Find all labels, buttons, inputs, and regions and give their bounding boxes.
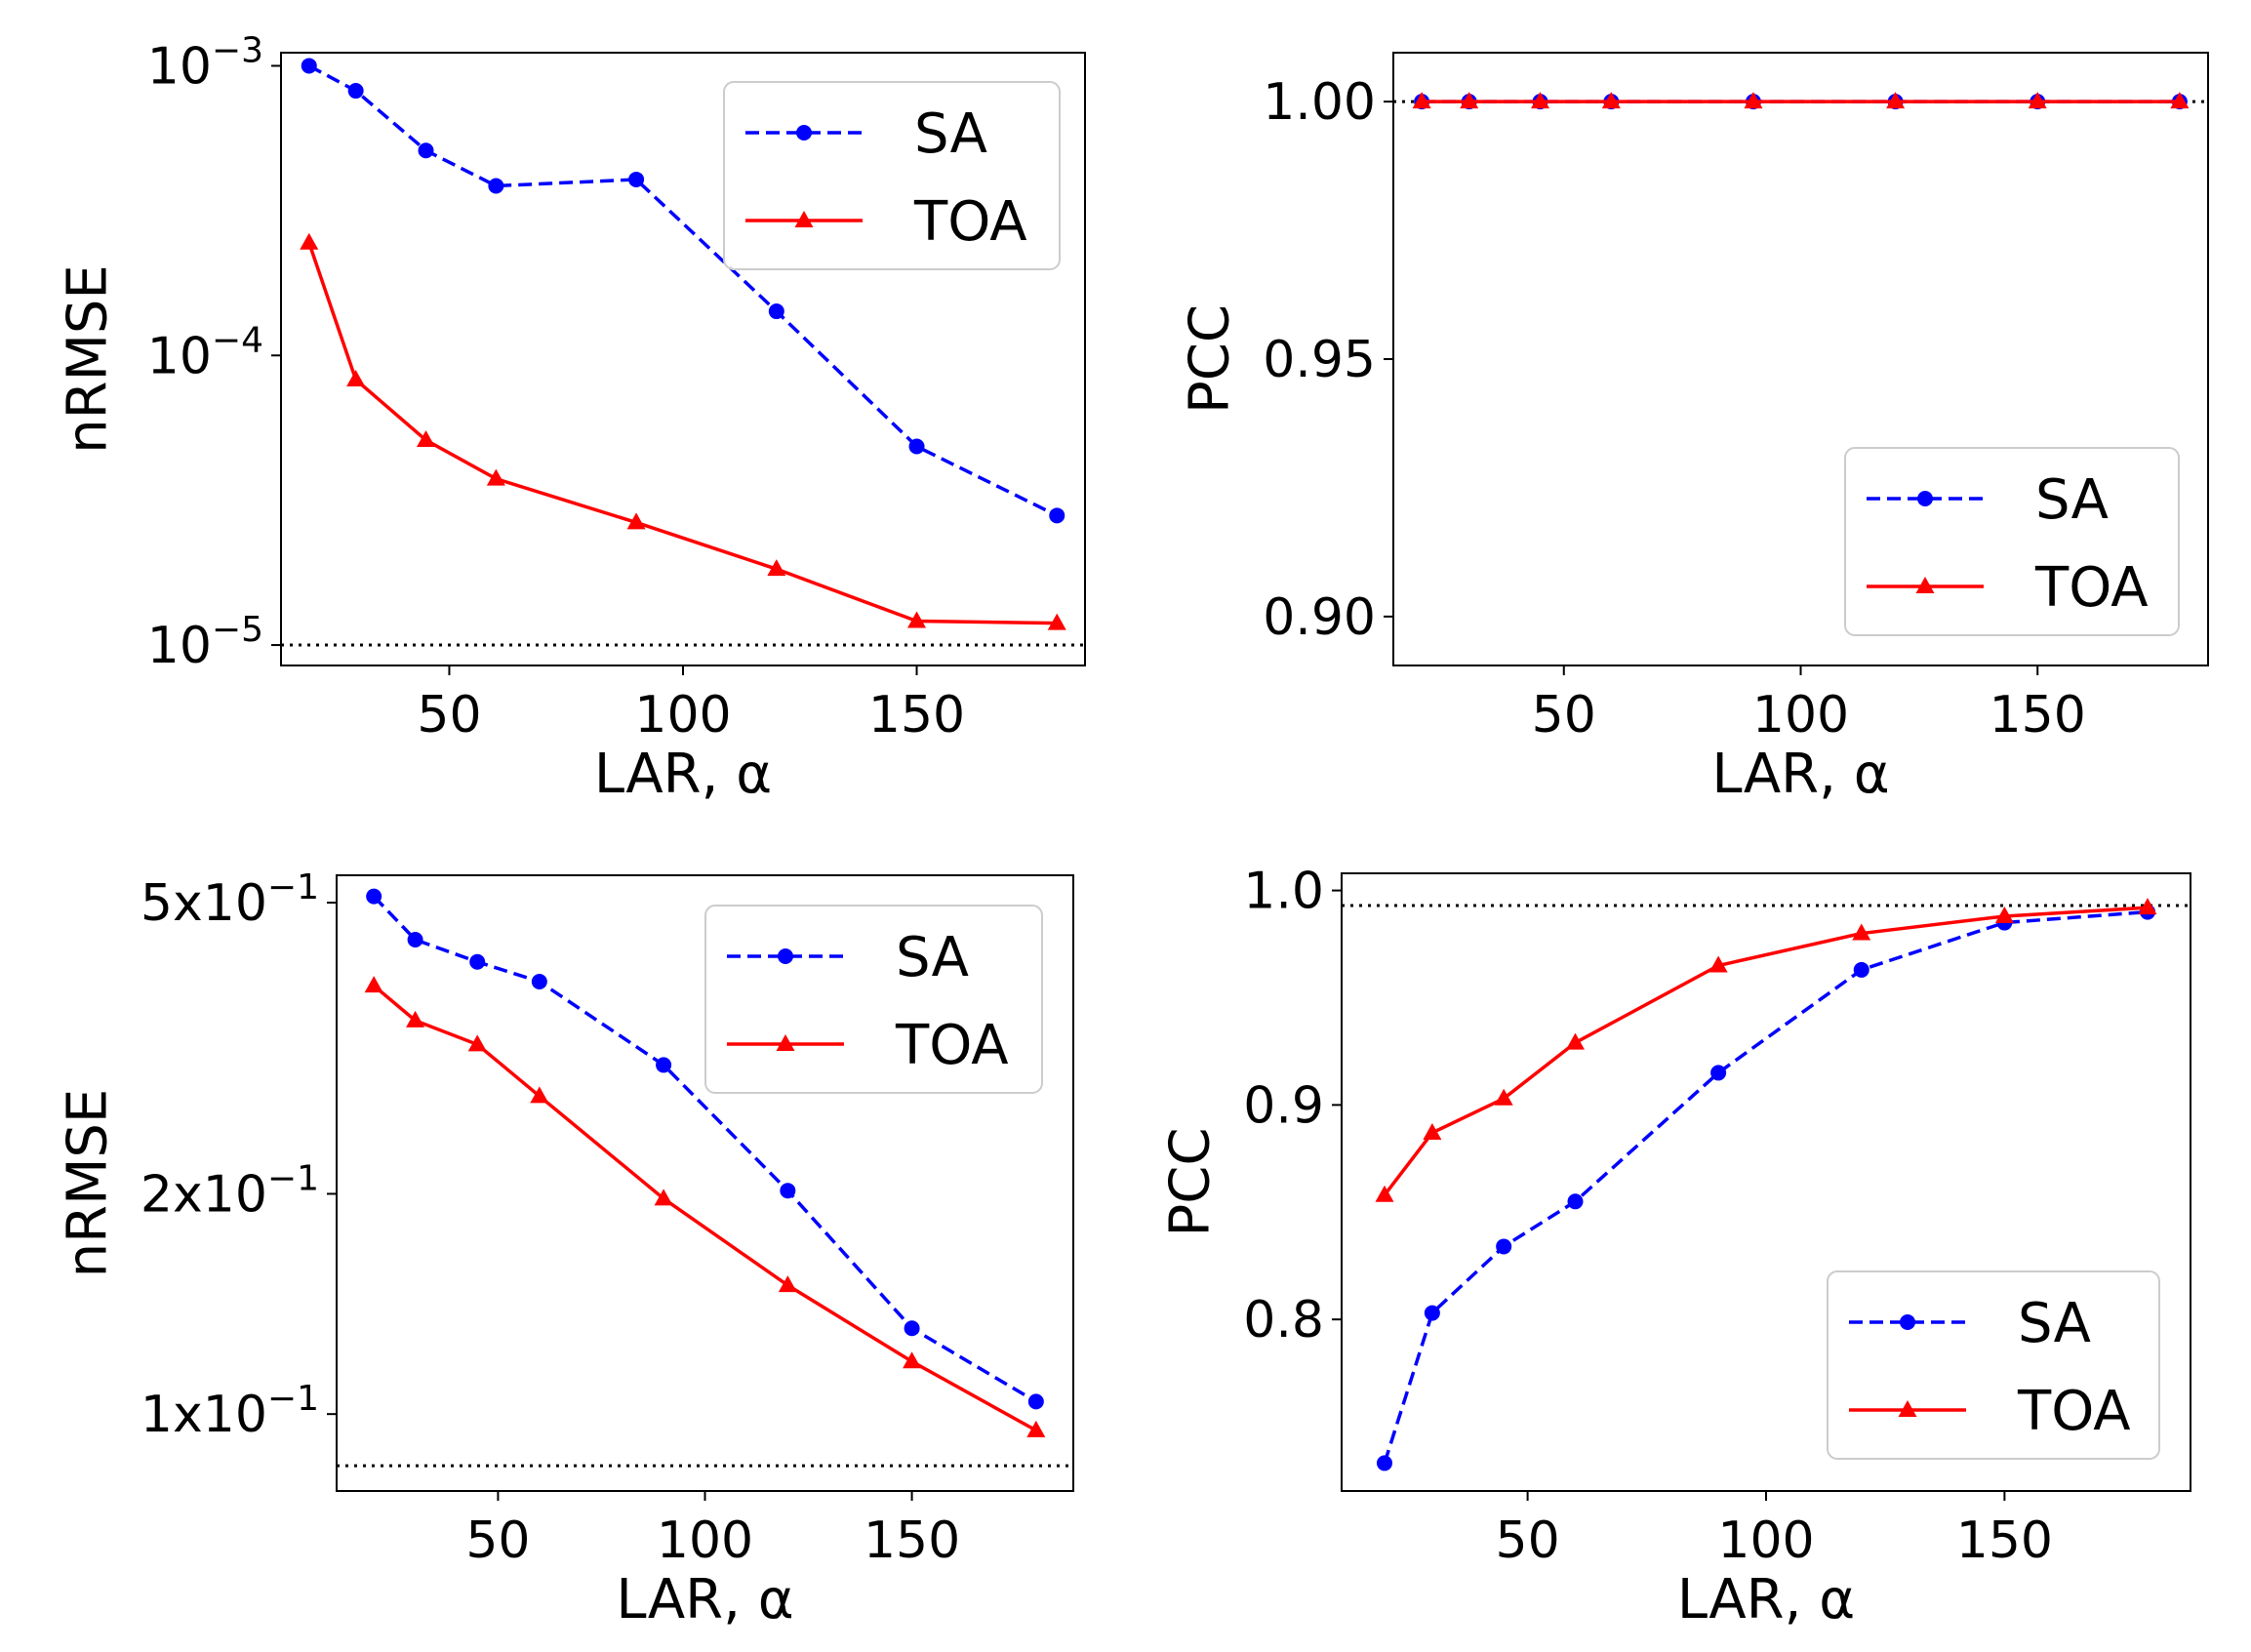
y-tick-label: 0.9 [1243,1076,1324,1135]
legend-label-sa: SA [2035,468,2109,532]
data-point-sa [301,58,317,73]
data-point-toa [487,469,505,486]
legend-label-toa: TOA [2034,556,2149,620]
legend-marker-sa [1900,1314,1915,1330]
tick-base: 1x10 [141,1386,267,1444]
data-point-sa [469,954,485,970]
x-axis-label: LAR, α [616,1568,793,1632]
data-point-sa [1567,1193,1583,1209]
y-axis-label: PCC [1159,1128,1223,1237]
y-tick-label: 1.00 [1263,73,1376,132]
x-tick-label: 150 [868,686,965,745]
data-point-toa [346,370,365,386]
legend: SA TOA [705,906,1042,1093]
data-point-sa [1710,1065,1726,1080]
x-tick-label: 50 [465,1511,530,1570]
legend: SA TOA [1845,448,2179,635]
tick-exponent: −4 [212,320,263,360]
x-axis-label: LAR, α [1677,1568,1855,1632]
data-point-sa [408,932,423,947]
series-line-toa [309,243,1058,624]
data-point-toa [779,1275,797,1292]
data-point-toa [903,1351,921,1368]
x-tick-label: 100 [1752,686,1849,745]
tick-exponent: −3 [212,30,263,70]
tick-exponent: −1 [267,1158,319,1198]
data-point-sa [419,142,434,158]
x-tick-label: 150 [1990,686,2086,745]
x-axis-label: LAR, α [594,743,772,806]
y-tick-label: 0.95 [1263,331,1376,389]
data-point-sa [1496,1238,1511,1254]
data-point-sa [909,439,925,455]
legend-marker-sa [796,125,812,141]
legend: SA TOA [724,82,1060,269]
tick-base: 10 [147,37,212,96]
y-tick-label: 10−4 [147,320,263,385]
legend-marker-sa [1917,491,1933,506]
tick-base: 2x10 [141,1165,267,1224]
figure: 50 100 15010−310−410−5LAR, αnRMSESATOA50 10… [0,0,2251,1652]
data-point-toa [300,233,318,250]
data-point-sa [532,974,547,989]
tick-exponent: −5 [212,610,263,650]
tick-base: 5x10 [141,874,267,933]
y-tick-label: 2x10−1 [141,1158,319,1224]
y-tick-label: 1x10−1 [141,1379,319,1444]
y-tick-label: 10−5 [147,610,263,675]
legend-label-sa: SA [2018,1292,2091,1355]
x-tick-label: 100 [1717,1511,1814,1570]
data-point-sa [628,172,644,187]
data-point-sa [1028,1393,1044,1409]
tick-exponent: −1 [267,867,319,907]
data-point-sa [1377,1455,1392,1471]
data-point-sa [780,1183,795,1198]
data-point-toa [365,976,383,992]
legend-label-toa: TOA [913,190,1027,254]
x-tick-label: 50 [417,686,481,745]
chart-br: 50 100 150 1.0 0.9 0.8 LAR, α PCC SA TOA [1159,863,2191,1632]
tick-base: 10 [147,617,212,675]
data-point-sa [769,303,784,319]
data-point-sa [1425,1306,1440,1321]
y-axis-label: nRMSE [57,264,120,454]
x-tick-label: 150 [864,1511,960,1570]
x-axis-label: LAR, α [1711,743,1889,806]
data-point-sa [366,889,382,905]
legend-label-toa: TOA [2017,1380,2131,1443]
chart-tr: 50 100 150 1.00 0.95 0.90 LAR, α PCC SA TOA [1179,53,2209,806]
legend-label-sa: SA [896,926,969,989]
y-tick-label: 0.90 [1263,588,1376,647]
y-tick-label: 10−3 [147,30,263,96]
data-point-sa [1049,507,1065,523]
legend-label-toa: TOA [895,1014,1009,1077]
y-tick-label: 5x10−1 [141,867,319,933]
data-point-sa [348,83,364,99]
data-point-toa [1566,1033,1585,1050]
data-point-toa [1026,1421,1045,1437]
legend-label-sa: SA [914,102,987,166]
y-axis-label: PCC [1179,304,1242,414]
data-point-sa [656,1057,671,1072]
x-tick-label: 150 [1956,1511,2053,1570]
data-point-sa [904,1320,920,1336]
tick-exponent: −1 [267,1379,319,1419]
x-tick-label: 100 [634,686,731,745]
data-point-sa [488,178,503,193]
tick-base: 10 [147,327,212,385]
data-point-sa [1854,962,1869,978]
x-tick-label: 50 [1496,1511,1560,1570]
y-tick-label: 1.0 [1243,863,1324,921]
x-tick-label: 50 [1532,686,1596,745]
y-tick-label: 0.8 [1243,1291,1324,1350]
x-tick-label: 100 [657,1511,753,1570]
legend: SA TOA [1828,1271,2159,1459]
series-line-toa [1385,907,2148,1195]
data-point-toa [1495,1089,1513,1106]
y-axis-label: nRMSE [57,1089,120,1278]
legend-marker-sa [778,948,793,964]
